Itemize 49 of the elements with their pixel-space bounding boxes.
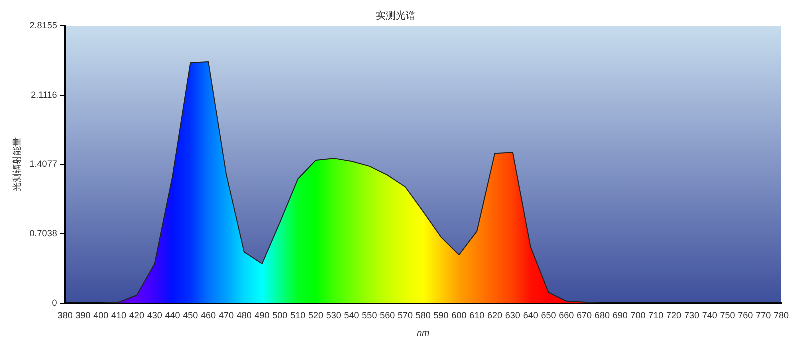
y-axis-title: 光测辐射能量 [12,138,22,192]
x-axis-title: nm [417,328,430,338]
x-tick-label: 530 [326,310,342,320]
x-tick-label: 580 [416,310,431,320]
x-tick-label: 560 [380,310,396,320]
x-tick-label: 740 [702,310,718,320]
x-tick-label: 520 [308,310,324,320]
x-tick-label: 380 [58,310,73,320]
x-tick-label: 690 [612,310,628,320]
x-tick-label: 640 [523,310,538,320]
x-tick-label: 780 [774,310,790,320]
x-tick-label: 670 [577,310,592,320]
x-tick-label: 410 [112,310,127,320]
x-tick-label: 470 [218,310,234,320]
x-tick-label: 730 [684,310,700,320]
x-tick-label: 630 [505,310,520,320]
y-tick-label: 1.4077 [30,159,58,170]
x-tick-label: 680 [594,310,610,320]
x-tick-label: 700 [630,310,646,320]
chart-title: 实测光谱 [376,10,416,22]
x-tick-label: 620 [488,310,503,320]
y-tick-label: 0 [52,298,58,308]
x-tick-label: 760 [738,310,754,320]
y-tick-label: 0.7038 [30,228,58,239]
x-tick-label: 650 [541,310,556,320]
x-tick-label: 510 [290,310,306,320]
x-tick-label: 480 [236,310,252,320]
y-tick-label: 2.8155 [30,20,58,30]
x-tick-label: 440 [165,310,180,320]
x-tick-label: 750 [720,310,736,320]
x-tick-label: 400 [94,310,109,320]
x-tick-label: 570 [398,310,414,320]
x-tick-label: 490 [254,310,270,320]
y-tick-label: 2.1116 [31,90,58,100]
x-tick-label: 420 [129,310,144,320]
x-tick-label: 590 [434,310,449,320]
x-tick-label: 450 [183,310,198,320]
x-tick-label: 600 [452,310,467,320]
x-tick-label: 720 [666,310,682,320]
x-tick-label: 460 [201,310,216,320]
x-tick-label: 710 [648,310,664,320]
x-tick-label: 390 [76,310,91,320]
x-tick-label: 550 [362,310,378,320]
x-tick-label: 610 [470,310,485,320]
x-tick-label: 430 [147,310,162,320]
x-tick-label: 770 [756,310,772,320]
x-tick-label: 540 [344,310,360,320]
x-tick-label: 500 [272,310,288,320]
x-tick-label: 660 [559,310,574,320]
